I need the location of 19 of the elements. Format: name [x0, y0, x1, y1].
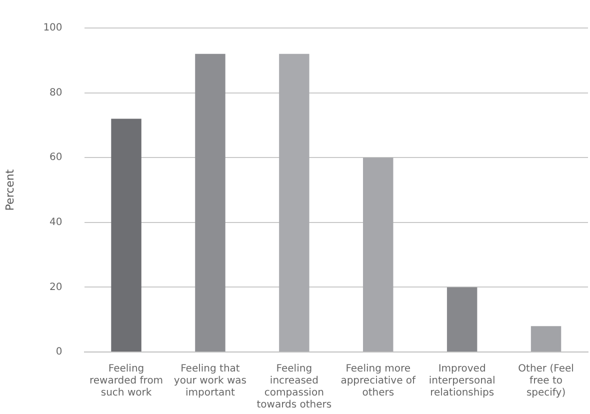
x-tick-label: Other (Feel free to specify): [518, 364, 574, 399]
y-axis-title: Percent: [3, 168, 16, 211]
x-tick-label: Feeling rewarded from such work: [89, 364, 164, 399]
bar: [530, 326, 562, 352]
bar: [195, 54, 226, 352]
bar: [111, 118, 142, 352]
bar: [279, 54, 310, 352]
y-tick-label: 100: [43, 22, 62, 34]
x-tick-label: Feeling increased compassion towards others: [256, 364, 332, 411]
x-tick-label: Improved interpersonal relationships: [428, 364, 496, 399]
y-tick-label: 40: [50, 216, 62, 228]
y-tick-label: 60: [50, 152, 62, 164]
y-tick-label: 20: [50, 282, 62, 293]
x-tick-label: Feeling that your work was important: [174, 364, 246, 399]
x-tick-label: Feeling more appreciative of others: [340, 364, 416, 399]
bar: [363, 158, 394, 352]
y-tick-label: 80: [50, 87, 62, 98]
bar: [446, 287, 478, 352]
y-tick-label: 0: [56, 346, 62, 358]
